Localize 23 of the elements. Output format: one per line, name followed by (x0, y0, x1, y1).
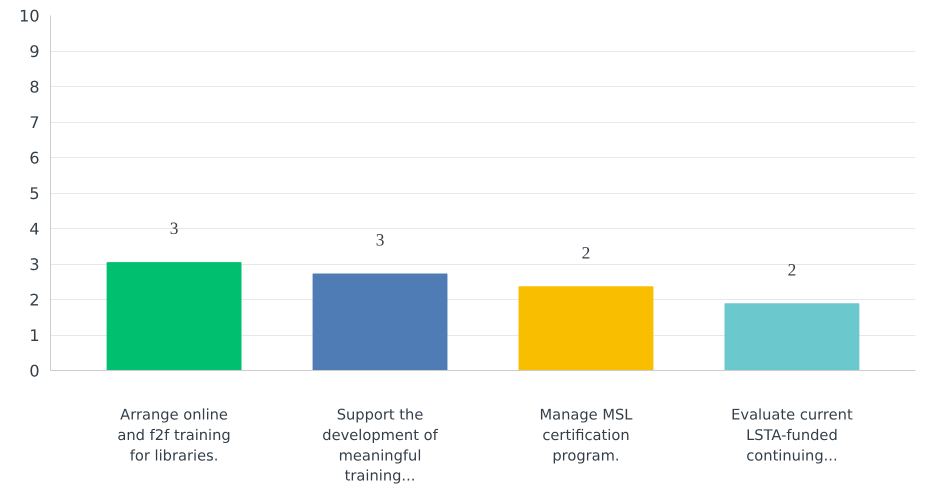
y-tick-label: 6 (29, 148, 40, 168)
x-tick-label: Arrange online and f2f training for libraries. (117, 406, 231, 464)
y-tick-label: 1 (29, 326, 40, 345)
bar (724, 303, 860, 370)
y-tick-label: 2 (29, 290, 40, 310)
x-tick-label: Manage MSL certification program. (539, 406, 634, 464)
y-tick-label: 10 (19, 6, 40, 26)
y-tick-label: 9 (29, 42, 40, 61)
x-tick-label: Evaluate current LSTA-funded continuing... (731, 406, 853, 464)
data-label: 2 (582, 243, 590, 262)
y-tick-label: 5 (29, 184, 40, 203)
y-tick-label: 8 (29, 78, 40, 96)
y-tick-label: 3 (29, 255, 40, 274)
bar (312, 273, 448, 370)
data-label: 3 (376, 230, 384, 250)
bar (518, 286, 654, 370)
y-tick-label: 4 (29, 220, 40, 238)
y-tick-label: 7 (29, 113, 40, 132)
y-tick-label: 0 (29, 362, 40, 380)
data-label: 3 (170, 219, 178, 238)
data-label: 2 (788, 260, 796, 280)
bar (106, 262, 242, 370)
x-tick-label: Support the development of meaningful training... (322, 406, 439, 485)
